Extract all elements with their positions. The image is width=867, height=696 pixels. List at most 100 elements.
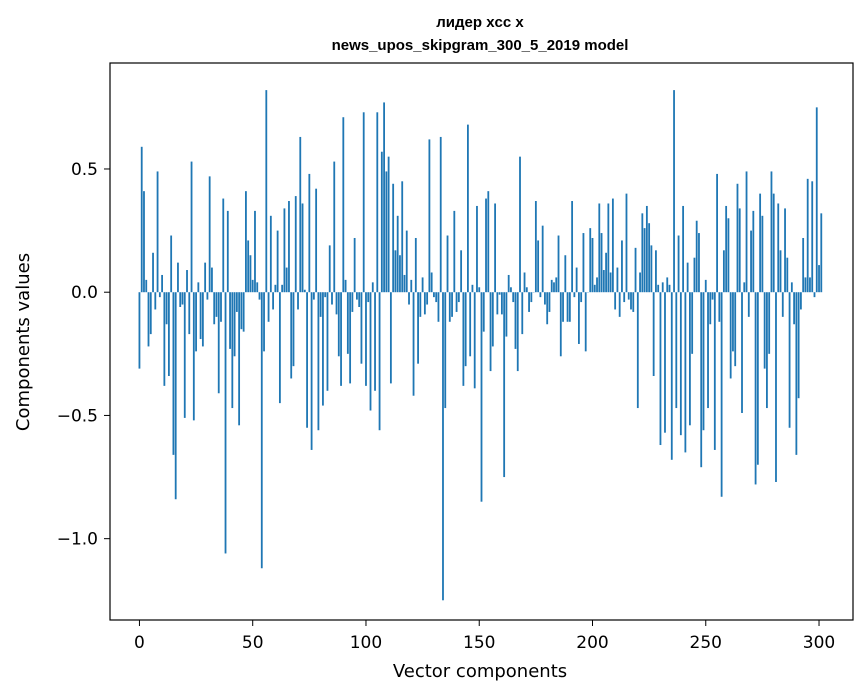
bar (600, 233, 603, 293)
bar (611, 198, 614, 293)
bar (759, 193, 762, 293)
bar (288, 201, 290, 293)
bar (562, 292, 564, 322)
bar (374, 292, 376, 391)
bar (804, 277, 807, 293)
bar (489, 292, 492, 372)
bar (192, 292, 195, 421)
bar (303, 289, 306, 293)
bar (632, 292, 635, 312)
bar (138, 292, 141, 369)
bar (741, 292, 743, 413)
bar (621, 240, 623, 293)
bar (437, 292, 440, 322)
bar (806, 178, 809, 293)
bar (172, 292, 175, 455)
bar (618, 292, 621, 317)
bar (584, 292, 587, 352)
bar (399, 255, 401, 293)
bar (170, 235, 173, 293)
bar (177, 262, 179, 293)
bar (183, 292, 186, 418)
bar (430, 272, 433, 293)
bar (541, 225, 544, 293)
bar (414, 237, 417, 293)
bar (743, 282, 746, 293)
bar (716, 173, 718, 293)
bar (670, 292, 673, 460)
bar (433, 292, 435, 298)
bar (573, 292, 576, 298)
bar (738, 208, 741, 293)
bar (591, 237, 594, 293)
bar (772, 193, 775, 293)
bar (679, 292, 682, 436)
bar (750, 230, 752, 293)
bar (380, 151, 383, 293)
bar (392, 183, 395, 293)
bar (602, 270, 605, 293)
bar (555, 277, 558, 293)
bar (439, 136, 442, 293)
chart-title-line-2: news_upos_skipgram_300_5_2019 model (332, 37, 629, 54)
bar (251, 279, 254, 293)
bar (802, 237, 805, 293)
bar (188, 292, 191, 335)
bar (797, 292, 800, 399)
bar (516, 292, 519, 372)
bar (344, 279, 347, 293)
bar (444, 292, 447, 409)
bar (199, 292, 202, 340)
bar (752, 210, 755, 293)
bar (478, 287, 481, 293)
bar (799, 292, 802, 310)
bar (385, 171, 388, 293)
bar (813, 292, 816, 298)
bar (462, 292, 465, 386)
bar (371, 282, 374, 293)
bar (467, 124, 469, 293)
bar (179, 292, 182, 307)
y-tick-label: −0.5 (57, 406, 98, 426)
bars-group (138, 90, 823, 601)
bar (220, 292, 222, 322)
bar (281, 284, 284, 293)
bar (578, 292, 580, 344)
bar (790, 282, 793, 293)
bar (442, 292, 444, 601)
bar (412, 292, 415, 396)
bar (353, 237, 356, 293)
bar (469, 292, 472, 357)
bar (263, 292, 265, 352)
bar (512, 292, 515, 303)
bar (673, 90, 675, 293)
bar (308, 173, 311, 293)
bar (523, 272, 526, 293)
bar (784, 208, 786, 293)
bar (634, 247, 637, 293)
bar (756, 292, 759, 465)
bar (559, 292, 562, 357)
bar (403, 274, 406, 293)
x-tick-label: 150 (463, 633, 495, 653)
bar (337, 292, 340, 357)
bar (387, 156, 390, 293)
bar (158, 292, 161, 298)
bar (747, 292, 750, 317)
bar (641, 213, 644, 293)
bar (145, 279, 148, 293)
bar (143, 191, 145, 293)
bar (491, 292, 494, 347)
bar (596, 277, 598, 293)
bar (331, 292, 333, 305)
bar (496, 292, 499, 315)
bar (322, 292, 324, 406)
x-tick-label: 50 (242, 633, 264, 653)
bar (648, 223, 651, 293)
bar (460, 250, 463, 293)
bar (360, 292, 363, 364)
bar (324, 292, 327, 298)
bar (605, 252, 607, 293)
x-tick-label: 100 (350, 633, 382, 653)
